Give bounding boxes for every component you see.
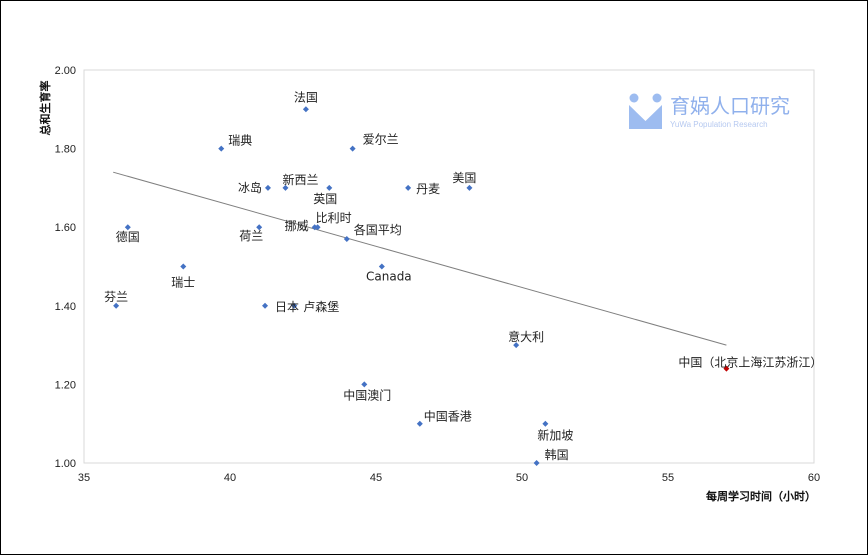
y-tick-label: 1.80 (55, 144, 76, 156)
data-point (326, 184, 333, 191)
data-point (291, 302, 298, 309)
point-label: 芬兰 (104, 290, 128, 304)
data-point-highlight (723, 365, 730, 372)
point-label: 中国（北京上海江苏浙江） (678, 355, 822, 370)
x-axis-ticks: 35 40 45 50 55 60 (78, 472, 820, 484)
point-label: Canada (366, 270, 412, 284)
data-point (124, 224, 131, 231)
x-tick-label: 50 (516, 472, 528, 484)
point-label: 韩国 (545, 447, 569, 462)
data-point (513, 342, 520, 349)
y-tick-label: 2.00 (55, 65, 76, 77)
point-label: 瑞士 (171, 276, 195, 290)
y-axis-title: 总和生育率 (38, 81, 52, 136)
watermark: 育娲人口研究 YuWa Population Research (629, 93, 790, 129)
point-label: 卢森堡 (303, 299, 339, 314)
point-label: 挪威 (285, 219, 309, 233)
yuwa-logo-icon (629, 93, 662, 129)
point-label: 荷兰 (239, 229, 263, 243)
data-point (264, 184, 271, 191)
data-point (113, 302, 120, 309)
point-label: 日本 (275, 300, 299, 314)
data-point (282, 184, 289, 191)
data-point (378, 263, 385, 270)
x-tick-label: 45 (370, 472, 382, 484)
point-label: 新西兰 (282, 172, 318, 187)
data-point (416, 420, 423, 427)
data-point (542, 420, 549, 427)
point-label: 法国 (294, 90, 318, 104)
plot-area (83, 69, 815, 464)
point-label: 英国 (313, 192, 337, 206)
data-point (180, 263, 187, 270)
point-label: 各国平均 (354, 222, 402, 237)
point-label: 比利时 (316, 211, 352, 225)
data-point (314, 224, 321, 231)
y-tick-label: 1.40 (55, 301, 76, 313)
data-point (256, 224, 263, 231)
x-axis-title: 每周学习时间（小时） (706, 489, 816, 503)
x-tick-label: 35 (78, 472, 90, 484)
y-tick-label: 1.60 (55, 222, 76, 234)
point-label: 丹麦 (416, 182, 440, 196)
data-point (361, 381, 368, 388)
x-tick-label: 55 (662, 472, 674, 484)
x-tick-label: 40 (224, 472, 236, 484)
data-point (302, 106, 309, 113)
point-label: 中国澳门 (343, 387, 391, 402)
y-tick-label: 1.20 (55, 379, 76, 391)
data-points (113, 106, 730, 466)
y-axis-ticks: 1.00 1.20 1.40 1.60 1.80 2.00 (55, 65, 76, 470)
x-tick-label: 60 (808, 472, 820, 484)
point-label: 瑞典 (228, 134, 252, 148)
data-point (466, 184, 473, 191)
watermark-name: 育娲人口研究 (670, 94, 790, 118)
point-label: 新加坡 (537, 428, 573, 443)
point-label: 意大利 (508, 329, 544, 344)
watermark-subtitle: YuWa Population Research (670, 120, 768, 129)
point-label: 爱尔兰 (363, 132, 399, 147)
data-point (218, 145, 225, 152)
y-tick-label: 1.00 (55, 458, 76, 470)
trendline (113, 171, 727, 346)
data-point (533, 460, 540, 466)
point-label: 美国 (452, 171, 476, 185)
data-point (405, 184, 412, 191)
point-label: 冰岛 (238, 180, 262, 195)
data-point (349, 145, 356, 152)
data-point (343, 235, 350, 242)
point-label: 德国 (116, 229, 140, 244)
data-point (262, 302, 269, 309)
point-label: 中国香港 (424, 409, 472, 424)
